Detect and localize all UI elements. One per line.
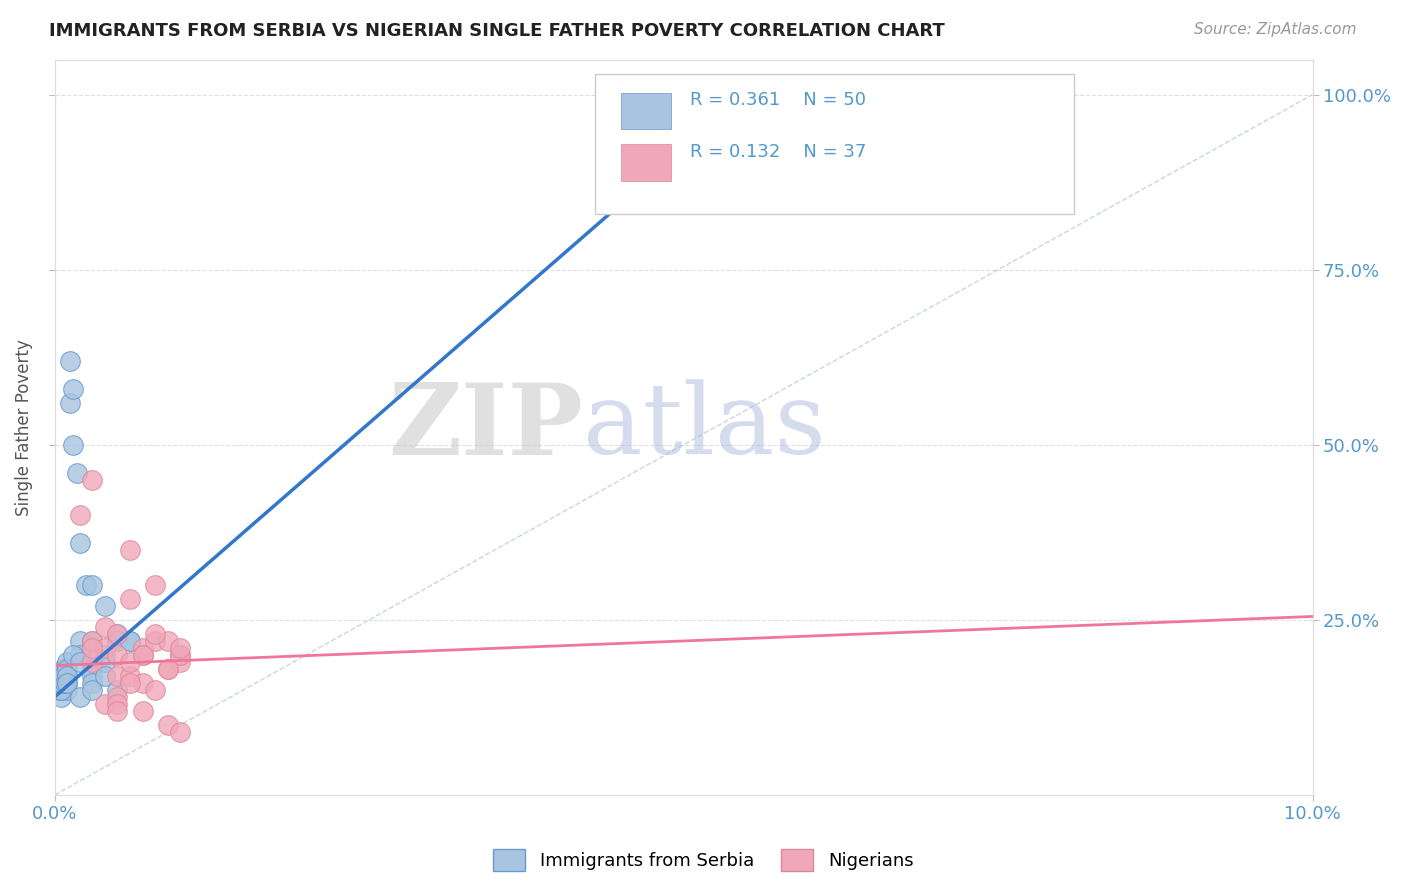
Point <box>46 676 69 690</box>
Point <box>107 627 129 641</box>
Point <box>56 655 79 669</box>
Point <box>107 627 129 641</box>
Point <box>48 676 70 690</box>
Point <box>156 662 179 676</box>
Point <box>53 669 76 683</box>
Legend: Immigrants from Serbia, Nigerians: Immigrants from Serbia, Nigerians <box>485 842 921 879</box>
Point <box>131 676 153 690</box>
Point <box>94 648 117 662</box>
Point <box>62 438 84 452</box>
Point <box>82 473 104 487</box>
Point <box>118 634 141 648</box>
Point <box>118 669 141 683</box>
Point <box>52 669 75 683</box>
Point <box>69 634 91 648</box>
Point <box>75 578 97 592</box>
Point <box>131 704 153 718</box>
FancyBboxPatch shape <box>620 93 671 129</box>
FancyBboxPatch shape <box>620 145 671 181</box>
Point <box>156 662 179 676</box>
Text: R = 0.361    N = 50: R = 0.361 N = 50 <box>690 91 866 109</box>
Point <box>169 640 191 655</box>
Point <box>56 662 79 676</box>
Point <box>66 466 89 480</box>
Point <box>131 640 153 655</box>
Point <box>56 683 79 698</box>
Point <box>143 627 166 641</box>
Point <box>46 669 69 683</box>
Point <box>118 655 141 669</box>
Point <box>94 620 117 634</box>
Point <box>69 690 91 704</box>
Point <box>107 648 129 662</box>
Text: atlas: atlas <box>583 379 825 475</box>
Point <box>107 634 129 648</box>
Text: ZIP: ZIP <box>388 379 583 475</box>
Text: Source: ZipAtlas.com: Source: ZipAtlas.com <box>1194 22 1357 37</box>
Point <box>69 655 91 669</box>
Point <box>131 648 153 662</box>
Point <box>94 655 117 669</box>
Point <box>143 634 166 648</box>
Point <box>49 690 72 704</box>
Point <box>169 725 191 739</box>
Point <box>107 690 129 704</box>
Point <box>169 648 191 662</box>
Point <box>82 669 104 683</box>
Point <box>69 536 91 550</box>
Point <box>59 396 82 410</box>
Point <box>82 634 104 648</box>
Point <box>107 697 129 711</box>
Point <box>56 676 79 690</box>
Point <box>52 662 75 676</box>
Point <box>118 634 141 648</box>
Point <box>82 578 104 592</box>
Point <box>48 683 70 698</box>
Point <box>82 640 104 655</box>
Point <box>46 669 69 683</box>
Point <box>53 676 76 690</box>
Point <box>82 634 104 648</box>
Point <box>156 634 179 648</box>
FancyBboxPatch shape <box>596 74 1074 214</box>
Y-axis label: Single Father Poverty: Single Father Poverty <box>15 339 32 516</box>
Point <box>49 683 72 698</box>
Text: R = 0.132    N = 37: R = 0.132 N = 37 <box>690 143 866 161</box>
Point <box>62 382 84 396</box>
Point <box>107 669 129 683</box>
Point <box>56 669 79 683</box>
Point <box>156 718 179 732</box>
Point <box>56 669 79 683</box>
Point <box>62 648 84 662</box>
Text: IMMIGRANTS FROM SERBIA VS NIGERIAN SINGLE FATHER POVERTY CORRELATION CHART: IMMIGRANTS FROM SERBIA VS NIGERIAN SINGL… <box>49 22 945 40</box>
Point <box>107 704 129 718</box>
Point <box>82 683 104 698</box>
Point <box>131 648 153 662</box>
Point <box>82 655 104 669</box>
Point <box>82 676 104 690</box>
Point <box>94 697 117 711</box>
Point <box>49 676 72 690</box>
Point <box>49 676 72 690</box>
Point <box>169 655 191 669</box>
Point <box>118 542 141 557</box>
Point <box>82 662 104 676</box>
Point <box>59 353 82 368</box>
Point <box>49 683 72 698</box>
Point <box>94 669 117 683</box>
Point <box>118 591 141 606</box>
Point <box>143 578 166 592</box>
Point <box>107 683 129 698</box>
Point <box>69 648 91 662</box>
Point <box>51 676 73 690</box>
Point <box>94 640 117 655</box>
Point <box>118 676 141 690</box>
Point <box>169 648 191 662</box>
Point <box>143 683 166 698</box>
Point <box>94 599 117 613</box>
Point <box>56 676 79 690</box>
Point <box>69 508 91 522</box>
Point <box>46 669 69 683</box>
